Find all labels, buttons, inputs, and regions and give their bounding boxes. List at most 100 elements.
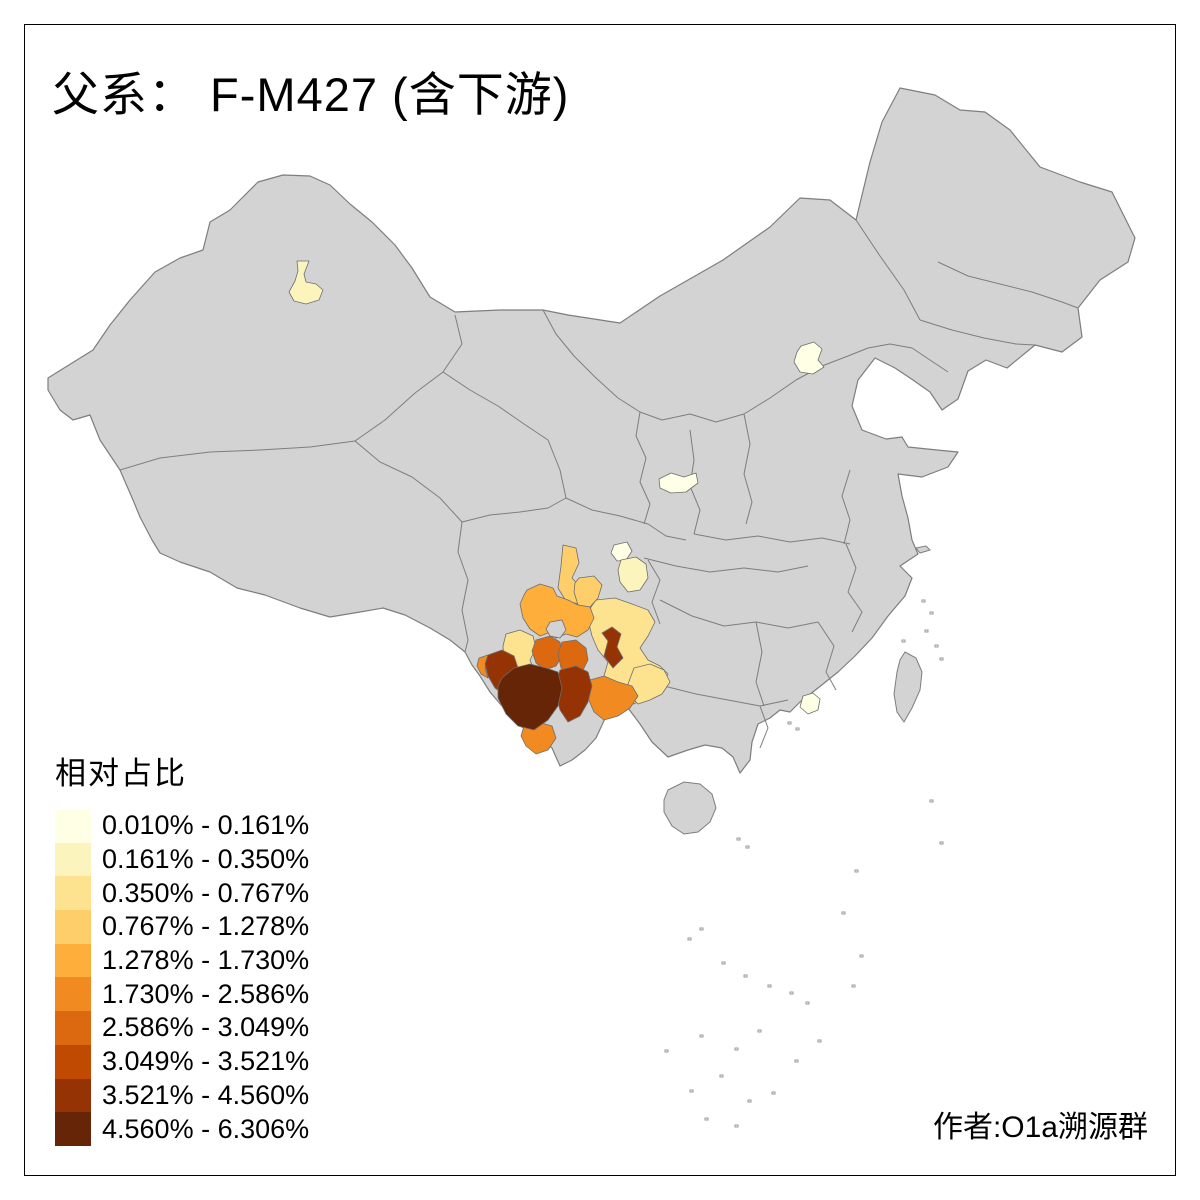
map-region-central-yunnan-darkest: [497, 663, 563, 731]
province-border: [937, 261, 1079, 309]
province-border: [847, 343, 949, 373]
small-island-dot: [747, 1099, 752, 1103]
legend-swatch: [55, 876, 91, 911]
small-island-dot: [734, 1047, 739, 1051]
legend-swatch: [55, 1112, 91, 1146]
province-border: [635, 411, 651, 525]
legend-row: 0.767% - 1.278%: [55, 910, 309, 944]
taiwan-island: [893, 651, 923, 723]
legend-label: 0.161% - 0.350%: [102, 844, 310, 875]
legend-swatch: [55, 943, 91, 978]
small-island-dot: [939, 841, 944, 845]
author-credit: 作者:O1a溯源群: [932, 1111, 1148, 1144]
province-border: [743, 413, 753, 525]
map-region-shaanxi-spot: [658, 472, 699, 494]
small-island-dot: [787, 721, 792, 725]
small-island-dot: [851, 984, 856, 988]
legend-rows: 0.010% - 0.161% 0.161% - 0.350% 0.350% - 0…: [55, 809, 309, 1146]
map-region-north-yunnan-a: [531, 635, 563, 671]
small-island-dot: [817, 1039, 822, 1043]
legend-swatch: [55, 1044, 91, 1079]
small-island-dot: [719, 1074, 724, 1078]
map-region-guizhou-dark-diagonal: [601, 626, 624, 669]
legend-row: 3.049% - 3.521%: [55, 1044, 310, 1079]
legend-row: 0.010% - 0.161%: [55, 809, 309, 843]
legend-label: 0.767% - 1.278%: [102, 911, 310, 942]
small-island-dot: [771, 1091, 776, 1095]
legend-swatch: [55, 910, 91, 944]
province-border: [841, 469, 851, 545]
legend-swatch: [55, 977, 91, 1012]
legend-row: 3.521% - 4.560%: [55, 1078, 310, 1113]
legend-row: 2.586% - 3.049%: [55, 1011, 309, 1045]
map-region-guangdong-spot: [799, 692, 821, 715]
small-island-dot: [859, 954, 864, 958]
map-region-beijing-spot: [793, 341, 825, 375]
small-island-dot: [687, 937, 692, 941]
small-island-dot: [745, 845, 750, 849]
small-island-dot: [767, 984, 772, 988]
map-region-south-sichuan-orange: [519, 583, 595, 639]
small-island-dot: [664, 1049, 669, 1053]
province-border: [663, 685, 789, 707]
figure-title: 父系： F-M427 (含下游): [52, 68, 570, 121]
legend-label: 4.560% - 6.306%: [102, 1113, 310, 1144]
province-border: [845, 543, 863, 633]
small-island-dot: [789, 991, 794, 995]
province-border: [643, 557, 809, 573]
legend-row: 4.560% - 6.306%: [55, 1112, 309, 1146]
legend-label: 2.586% - 3.049%: [102, 1012, 310, 1043]
small-island-dot: [734, 1124, 739, 1128]
small-island-dot: [689, 1089, 694, 1093]
legend-label: 0.010% - 0.161%: [102, 810, 310, 841]
small-island-dot: [854, 869, 859, 873]
small-island-dot: [743, 974, 748, 978]
small-island-dot: [736, 837, 741, 841]
province-border: [442, 371, 549, 441]
legend-row: 1.278% - 1.730%: [55, 943, 310, 978]
hainan-island: [663, 781, 717, 835]
small-island-dot: [704, 1117, 709, 1121]
legend-label: 3.521% - 4.560%: [102, 1079, 310, 1110]
legend-row: 0.161% - 0.350%: [55, 842, 310, 877]
small-island-dot: [841, 911, 846, 915]
legend-row: 1.730% - 2.586%: [55, 977, 310, 1012]
province-border: [354, 314, 463, 442]
small-island-dot: [901, 639, 906, 643]
province-border: [919, 319, 1036, 346]
province-border: [461, 439, 567, 523]
small-island-dot: [934, 644, 939, 648]
province-border: [659, 599, 819, 629]
small-island-dot: [805, 1001, 810, 1005]
small-island-dot: [699, 927, 704, 931]
small-island-dot: [929, 799, 934, 803]
legend-label: 1.278% - 1.730%: [102, 945, 310, 976]
map-region-xinjiang-spot: [288, 260, 324, 305]
small-island-dot: [924, 629, 929, 633]
small-island-dot: [699, 1034, 704, 1038]
gray-enclave: [545, 619, 567, 639]
province-border: [817, 621, 837, 691]
province-border: [565, 497, 687, 541]
small-island-dot: [795, 727, 800, 731]
map-region-sichuan-pale-lower: [617, 556, 649, 593]
province-border: [693, 533, 851, 545]
legend-label: 1.730% - 2.586%: [102, 978, 310, 1009]
small-island-dot: [929, 611, 934, 615]
province-border: [647, 559, 661, 625]
legend-swatch: [55, 809, 91, 843]
legend-label: 3.049% - 3.521%: [102, 1046, 310, 1077]
legend-swatch: [55, 842, 91, 877]
small-island-dot: [794, 1059, 799, 1063]
small-island-dot: [721, 961, 726, 965]
mainland-outline: [47, 87, 1136, 774]
legend-swatch: [55, 1078, 91, 1113]
province-border: [354, 440, 469, 653]
small-island-dot: [921, 599, 926, 603]
small-island-dot: [757, 1029, 762, 1033]
legend: 相对占比 0.010% - 0.161% 0.161% - 0.350% 0.350…: [55, 748, 309, 1146]
legend-label: 0.350% - 0.767%: [102, 877, 310, 908]
province-border: [119, 440, 356, 471]
province-border: [759, 705, 769, 749]
